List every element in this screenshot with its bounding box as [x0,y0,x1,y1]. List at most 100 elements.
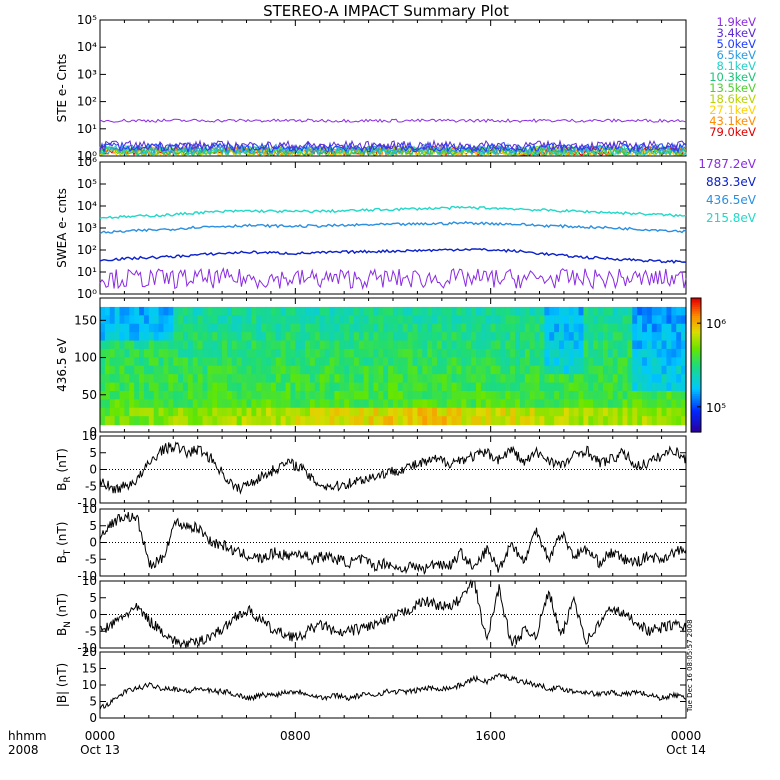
pad-heatmap-cell [617,374,624,384]
pad-heatmap-cell [285,390,292,400]
pad-heatmap-cell [627,306,633,316]
pad-heatmap-cell [202,306,209,316]
pad-heatmap-cell [612,365,619,375]
pad-heatmap-cell [148,382,155,392]
pad-heatmap-cell [363,382,370,392]
pad-heatmap-cell [275,407,282,417]
pad-heatmap-cell [388,348,394,358]
pad-heatmap-cell [329,390,335,400]
pad-heatmap-cell [163,357,169,367]
pad-heatmap-cell [173,357,179,367]
pad-heatmap-cell [559,340,565,350]
pad-heatmap-cell [598,365,604,375]
colorbar-segment [691,329,701,333]
pad-heatmap-cell [256,416,262,426]
pad-heatmap-cell [148,390,155,400]
pad-heatmap-cell [554,382,560,392]
pad-heatmap-cell [368,382,375,392]
pad-heatmap-cell [319,374,326,384]
pad-heatmap-cell [197,374,204,384]
pad-heatmap-cell [300,365,306,375]
pad-heatmap-cell [305,315,311,325]
pad-heatmap-cell [192,416,199,426]
pad-heatmap-cell [529,382,536,392]
pad-heatmap-cell [495,323,502,333]
pad-heatmap-cell [275,382,282,392]
pad-heatmap-cell [192,407,199,417]
pad-heatmap-cell [290,340,296,350]
pad-heatmap-cell [202,348,209,358]
pad-heatmap-cell [485,348,492,358]
swea-legend-entry: 1787.2eV [698,157,756,171]
pad-heatmap-cell [207,399,213,409]
pad-heatmap-cell [583,407,589,417]
pad-heatmap-cell [373,315,379,325]
pad-heatmap-cell [617,315,624,325]
pad-heatmap-cell [568,416,575,426]
pad-heatmap-cell [256,374,262,384]
pad-heatmap-cell [554,365,560,375]
pad-heatmap-cell [261,407,267,417]
pad-heatmap-cell [324,382,331,392]
pad-heatmap-cell [256,407,262,417]
pad-heatmap-cell [534,340,541,350]
pad-heatmap-cell [231,332,238,342]
pad-heatmap-cell [627,399,633,409]
pad-heatmap-cell [627,315,633,325]
pad-heatmap-cell [280,332,287,342]
pad-heatmap-cell [476,332,482,342]
pad-heatmap-cell [529,323,536,333]
pad-heatmap-cell [578,357,585,367]
pad-heatmap-cell [153,407,160,417]
pad-heatmap-cell [632,407,638,417]
swea-series-line [99,267,687,291]
colorbar-segment [691,371,701,375]
pad-heatmap-cell [402,348,409,358]
bmag-frame [99,651,687,719]
pad-heatmap-cell [441,323,448,333]
swea-y-tick-label: 10³ [77,221,97,235]
pad-heatmap-cell [114,416,121,426]
pad-heatmap-cell [642,348,648,358]
pad-heatmap-cell [549,315,555,325]
pad-heatmap-cell [407,357,414,367]
pad-heatmap-cell [285,407,292,417]
pad-heatmap-cell [100,399,106,409]
pad-heatmap-cell [578,365,585,375]
pad-heatmap-cell [480,306,487,316]
br-y-tick-label: -5 [85,479,97,493]
colorbar-segment [691,367,701,371]
pad-heatmap-cell [495,306,502,316]
pad-heatmap-cell [573,357,580,367]
pad-heatmap-cell [583,382,589,392]
pad-heatmap-cell [373,407,379,417]
pad-heatmap-cell [368,365,375,375]
pad-heatmap-cell [344,340,350,350]
pad-heatmap-cell [637,315,643,325]
pad-heatmap-cell [642,382,648,392]
pad-heatmap-cell [183,374,189,384]
pad-heatmap-cell [148,399,155,409]
pad-heatmap-cell [353,332,360,342]
pad-heatmap-cell [598,340,604,350]
pad-heatmap-cell [353,306,360,316]
pad-heatmap-cell [417,382,423,392]
pad-heatmap-cell [436,357,443,367]
pad-heatmap-cell [300,306,306,316]
pad-heatmap-cell [339,332,345,342]
pad-heatmap-cell [446,374,453,384]
pad-heatmap-cell [402,323,409,333]
pad-heatmap-cell [241,416,248,426]
pad-heatmap-cell [183,399,189,409]
pad-heatmap-cell [261,340,267,350]
pad-heatmap-cell [583,323,589,333]
pad-heatmap-cell [178,399,184,409]
pad-heatmap-cell [285,382,292,392]
pad-heatmap-cell [642,399,648,409]
pad-heatmap-cell [246,382,252,392]
colorbar-segment [691,351,701,355]
pad-heatmap-cell [554,323,560,333]
pad-heatmap-cell [612,407,619,417]
pad-heatmap-cell [212,348,218,358]
pad-heatmap-cell [500,390,506,400]
